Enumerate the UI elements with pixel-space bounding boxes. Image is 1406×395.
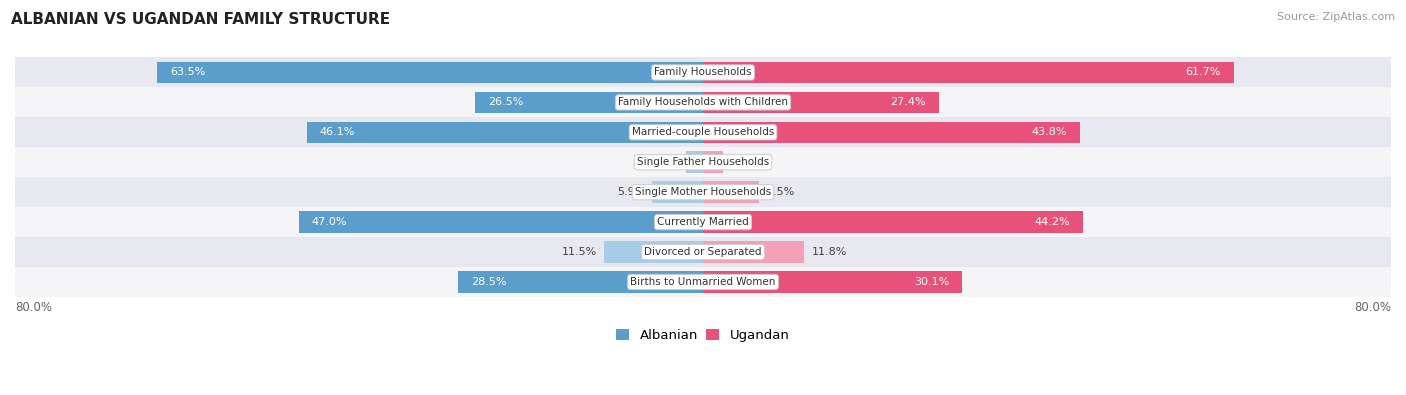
Text: 26.5%: 26.5% [488, 98, 523, 107]
Text: 80.0%: 80.0% [1354, 301, 1391, 314]
Bar [703, 181, 759, 203]
Bar [652, 181, 703, 203]
Text: ALBANIAN VS UGANDAN FAMILY STRUCTURE: ALBANIAN VS UGANDAN FAMILY STRUCTURE [11, 12, 391, 27]
Text: 6.5%: 6.5% [766, 187, 794, 197]
Bar [15, 237, 1391, 267]
Bar [458, 271, 703, 293]
Text: 11.5%: 11.5% [562, 247, 598, 257]
Bar [15, 147, 1391, 177]
Bar [15, 117, 1391, 147]
Legend: Albanian, Ugandan: Albanian, Ugandan [610, 324, 796, 347]
Text: 5.9%: 5.9% [617, 187, 645, 197]
Text: 28.5%: 28.5% [471, 277, 506, 287]
Bar [703, 92, 939, 113]
Text: 27.4%: 27.4% [890, 98, 925, 107]
Text: 61.7%: 61.7% [1185, 68, 1220, 77]
Bar [15, 207, 1391, 237]
Bar [475, 92, 703, 113]
Text: Divorced or Separated: Divorced or Separated [644, 247, 762, 257]
Text: 63.5%: 63.5% [170, 68, 205, 77]
Text: Births to Unmarried Women: Births to Unmarried Women [630, 277, 776, 287]
Bar [703, 122, 1080, 143]
Bar [703, 271, 962, 293]
Text: 11.8%: 11.8% [811, 247, 846, 257]
Text: 47.0%: 47.0% [312, 217, 347, 227]
Text: Family Households: Family Households [654, 68, 752, 77]
Bar [15, 177, 1391, 207]
Bar [15, 58, 1391, 87]
Text: Married-couple Households: Married-couple Households [631, 127, 775, 137]
Bar [307, 122, 703, 143]
Text: Family Households with Children: Family Households with Children [619, 98, 787, 107]
Bar [703, 151, 723, 173]
Bar [605, 241, 703, 263]
Bar [299, 211, 703, 233]
Bar [703, 241, 804, 263]
Bar [15, 87, 1391, 117]
Text: Source: ZipAtlas.com: Source: ZipAtlas.com [1277, 12, 1395, 22]
Bar [15, 267, 1391, 297]
Text: 44.2%: 44.2% [1035, 217, 1070, 227]
Text: Single Father Households: Single Father Households [637, 157, 769, 167]
Text: 80.0%: 80.0% [15, 301, 52, 314]
Bar [686, 151, 703, 173]
Text: Single Mother Households: Single Mother Households [636, 187, 770, 197]
Text: 2.0%: 2.0% [651, 157, 679, 167]
Text: 43.8%: 43.8% [1031, 127, 1067, 137]
Text: 2.3%: 2.3% [730, 157, 758, 167]
Text: 30.1%: 30.1% [914, 277, 949, 287]
Text: Currently Married: Currently Married [657, 217, 749, 227]
Bar [157, 62, 703, 83]
Bar [703, 62, 1233, 83]
Bar [703, 211, 1083, 233]
Text: 46.1%: 46.1% [319, 127, 354, 137]
